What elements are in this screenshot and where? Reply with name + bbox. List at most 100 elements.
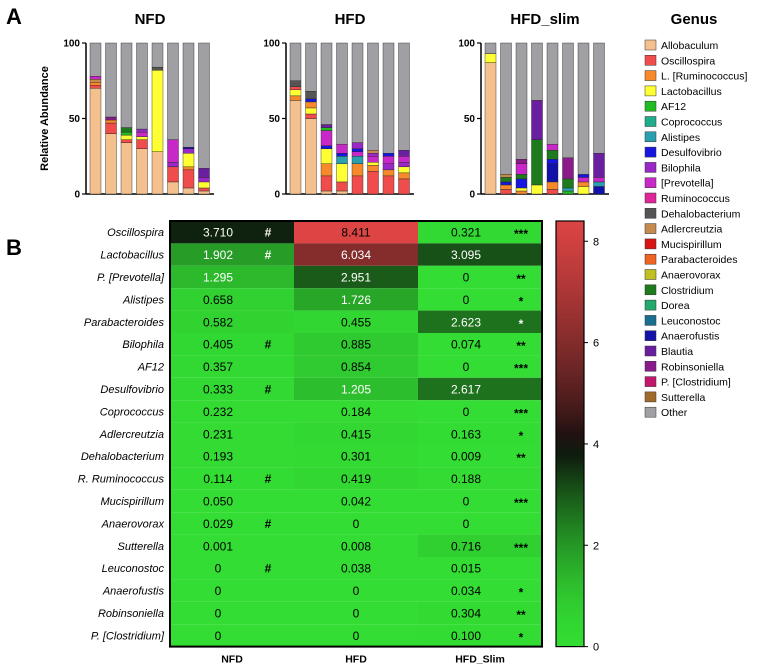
bar-segment--prevotella- (398, 156, 410, 163)
cell-value: 0.885 (341, 338, 371, 352)
heatmap-cell (294, 355, 418, 378)
y-tick-label: 0 (469, 190, 475, 201)
bar-segment-lactobacillus (515, 187, 528, 192)
legend-entry: Robinsoniella (661, 361, 724, 373)
bar-segment-allobaculum (182, 187, 195, 195)
y-tick-label: 0 (274, 190, 280, 201)
legend-entry: Clostridium (661, 285, 714, 297)
row-label: Anaerovorax (101, 518, 165, 530)
bar-segment-bilophila (136, 128, 148, 133)
legend-swatch (644, 116, 657, 127)
significance-mark-slim: *** (514, 496, 528, 510)
bar-segment-oscillospira (167, 166, 179, 183)
bar-segment-other (562, 42, 574, 158)
legend-entry: Anaerofustis (661, 331, 719, 343)
heatmap-cell (170, 288, 294, 311)
bar-segment-lactobacillus (531, 184, 543, 195)
bar-segment-adlercreutzia (367, 150, 379, 154)
cell-value: 0.029 (203, 517, 233, 531)
bar-segment-oscillospira (320, 175, 333, 192)
stacked-bar (577, 42, 590, 195)
stacked-bar (336, 42, 348, 195)
cell-value: 0.009 (451, 450, 481, 464)
heatmap-cell (418, 377, 542, 401)
heatmap-cell (294, 221, 418, 244)
bar-segment-robinsoniella (562, 157, 574, 180)
legend-swatch (644, 406, 657, 418)
bar-segment--prevotella- (167, 139, 179, 163)
bar-segment-oscillospira (305, 113, 317, 119)
heatmap-cell (170, 422, 294, 445)
row-label: Leuconostoc (102, 563, 165, 575)
bar-segment-other (398, 42, 410, 151)
heatmap-cell (418, 534, 542, 557)
column-label: HFD_Slim (455, 654, 505, 666)
bar-segment-oscillospira (182, 169, 195, 189)
bar-segment-lactobacillus (198, 181, 210, 189)
legend-swatch (644, 330, 657, 341)
heatmap-row: Bilophila 0.405 0.885 0.074 # ** (122, 333, 542, 356)
stacked-bar (593, 42, 605, 195)
bar-group-hfd_slim: HFD_slim 0 50 100 (458, 11, 609, 201)
bar-segment-alistipes (562, 187, 574, 192)
heatmap-row: Anaerovorax 0.029 0 0 # (101, 512, 542, 535)
heatmap-row: Adlercreutzia 0.231 0.415 0.163 * (99, 422, 542, 445)
heatmap-cell (294, 489, 418, 513)
bar-segment-desulfovibrio (515, 178, 528, 189)
heatmap-cell (170, 243, 294, 266)
bar-segment-anaerofustis (546, 163, 559, 183)
legend-title: Genus (671, 11, 718, 28)
legend-swatch (644, 162, 657, 173)
legend-entry: Parabacteroides (661, 254, 737, 266)
bar-segment-other (198, 42, 210, 169)
bar-segment-oscillospira (382, 175, 395, 195)
legend-swatch (644, 253, 657, 265)
stacked-bar (562, 42, 574, 195)
heatmap-cell (418, 557, 542, 580)
bar-segment-blautia (398, 150, 410, 157)
stacked-bar (546, 42, 559, 195)
bar-segment-desulfovibrio (336, 153, 348, 157)
heatmap-cell (294, 265, 418, 289)
row-label: Adlercreutzia (99, 429, 164, 441)
heatmap-cell (170, 377, 294, 401)
bar-segment-clostridium (120, 127, 133, 133)
colorbar-bar (555, 220, 585, 648)
bar-segment-l-ruminococcus- (367, 165, 379, 172)
heatmap-row: Robinsoniella 0 0 0.304 ** (98, 601, 542, 625)
bar-segment-other (182, 42, 195, 148)
cell-value: 0.184 (341, 405, 371, 419)
row-label: Sutterella (118, 541, 164, 553)
cell-value: 0 (463, 405, 470, 419)
heatmap-cell (170, 601, 294, 625)
cell-value: 0 (215, 607, 222, 621)
legend: Genus Allobaculum Oscillospira L. [Ruminoco… (644, 11, 747, 419)
cell-value: 8.411 (341, 226, 370, 240)
cell-value: 0.304 (451, 607, 481, 621)
bar-segment-oscillospira (136, 139, 148, 149)
significance-mark-slim: * (519, 586, 524, 600)
cell-value: 3.095 (451, 248, 481, 262)
significance-mark-nfd: # (265, 472, 272, 486)
significance-mark-slim: * (519, 630, 524, 644)
legend-entry: Alistipes (661, 132, 700, 144)
bar-segment--prevotella- (351, 151, 364, 157)
bar-segment-alistipes (593, 181, 605, 187)
heatmap-row: Coprococcus 0.232 0.184 0 *** (100, 400, 542, 423)
legend-entry: [Prevotella] (661, 178, 714, 190)
bar-segment-l-ruminococcus- (320, 163, 333, 177)
heatmap-cell (294, 624, 418, 647)
bar-segment-lactobacillus (305, 107, 317, 115)
bar-segment-other (120, 42, 133, 128)
legend-entry: Lactobacillus (661, 86, 722, 98)
bar-segment-other (336, 42, 348, 145)
bar-segment--prevotella- (593, 177, 605, 183)
stacked-bar (151, 42, 164, 195)
cell-value: 0 (353, 584, 360, 598)
cell-value: 0 (215, 562, 222, 576)
y-tick-label: 100 (263, 39, 280, 50)
cell-value: 0.163 (451, 427, 481, 441)
bar-segment-oscillospira (89, 85, 102, 89)
cell-value: 0 (353, 517, 360, 531)
